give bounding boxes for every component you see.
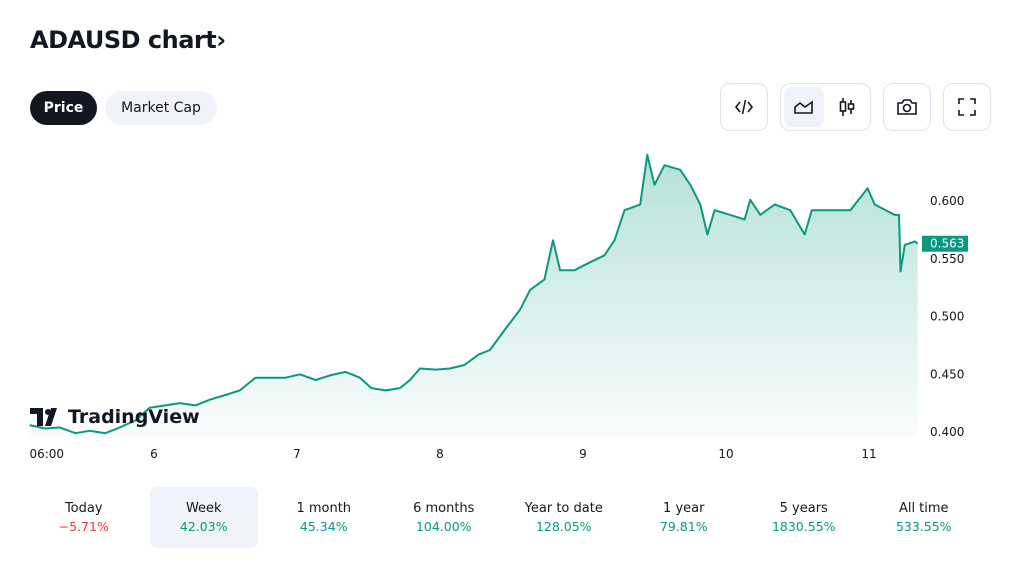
x-tick-label: 7 [293, 447, 301, 461]
last-price-label: 0.563 [930, 237, 964, 251]
period-label: 1 year [663, 501, 705, 516]
chevron-right-icon: › [216, 26, 226, 54]
period-year-to-date[interactable]: Year to date 128.05% [510, 487, 618, 548]
period-change: 45.34% [299, 519, 348, 534]
period-label: Year to date [524, 501, 603, 516]
tradingview-logo-icon [30, 408, 57, 426]
tab-price[interactable]: Price [30, 91, 97, 125]
x-tick-label: 8 [436, 447, 444, 461]
x-tick-label: 10 [718, 447, 733, 461]
chart-type-group [780, 83, 871, 131]
period-change: 1830.55% [771, 519, 836, 534]
y-tick-label: 0.550 [930, 252, 964, 266]
period-label: 5 years [779, 501, 828, 516]
title-text: ADAUSD chart [30, 26, 217, 54]
period-1-month[interactable]: 1 month 45.34% [270, 487, 378, 548]
y-tick-label: 0.400 [930, 425, 964, 439]
screenshot-button[interactable] [883, 83, 931, 131]
performance-periods: Today −5.71% Week 42.03% 1 month 45.34% 6 mont… [30, 487, 990, 548]
area-chart-button[interactable] [784, 87, 824, 127]
embed-button[interactable] [720, 83, 768, 131]
period-1-year[interactable]: 1 year 79.81% [630, 487, 738, 548]
period-5-years[interactable]: 5 years 1830.55% [750, 487, 858, 548]
period-change: −5.71% [58, 519, 109, 534]
logo-text: TradingView [68, 406, 200, 428]
x-tick-label: 9 [579, 447, 587, 461]
period-change: 42.03% [179, 519, 228, 534]
y-tick-label: 0.500 [930, 310, 964, 324]
price-chart[interactable]: 0.400 0.450 0.500 0.550 0.600 06:00 6 7 8 9 10 11 0.… [0, 140, 1024, 470]
period-week[interactable]: Week 42.03% [150, 487, 258, 548]
period-label: Week [185, 501, 222, 516]
x-tick-label: 11 [861, 447, 876, 461]
period-label: 1 month [296, 501, 352, 516]
period-change: 533.55% [895, 519, 952, 534]
embed-code-icon [734, 99, 754, 115]
period-label: Today [64, 501, 103, 516]
price-area-fill [29, 154, 918, 439]
last-price-badge [922, 235, 968, 252]
area-chart-icon [793, 100, 813, 114]
period-6-months[interactable]: 6 months 104.00% [390, 487, 498, 548]
price-line [29, 153, 919, 435]
period-change: 128.05% [535, 519, 592, 534]
candlestick-button[interactable] [828, 87, 868, 127]
camera-icon [897, 99, 917, 115]
page-title[interactable]: ADAUSD chart› [30, 26, 226, 54]
y-tick-label: 0.450 [930, 367, 964, 381]
x-tick-label: 06:00 [29, 447, 64, 461]
tradingview-logo: TradingView [30, 406, 200, 428]
period-label: All time [898, 501, 949, 516]
fullscreen-icon [958, 98, 976, 116]
period-change: 79.81% [659, 519, 708, 534]
tab-market-cap[interactable]: Market Cap [105, 91, 217, 125]
period-change: 104.00% [415, 519, 472, 534]
period-all-time[interactable]: All time 533.55% [870, 487, 978, 548]
period-label: 6 months [413, 501, 475, 516]
candlestick-icon [839, 98, 855, 116]
y-tick-label: 0.600 [930, 194, 964, 208]
fullscreen-button[interactable] [943, 83, 991, 131]
x-tick-label: 6 [150, 447, 158, 461]
period-today[interactable]: Today −5.71% [30, 487, 138, 548]
